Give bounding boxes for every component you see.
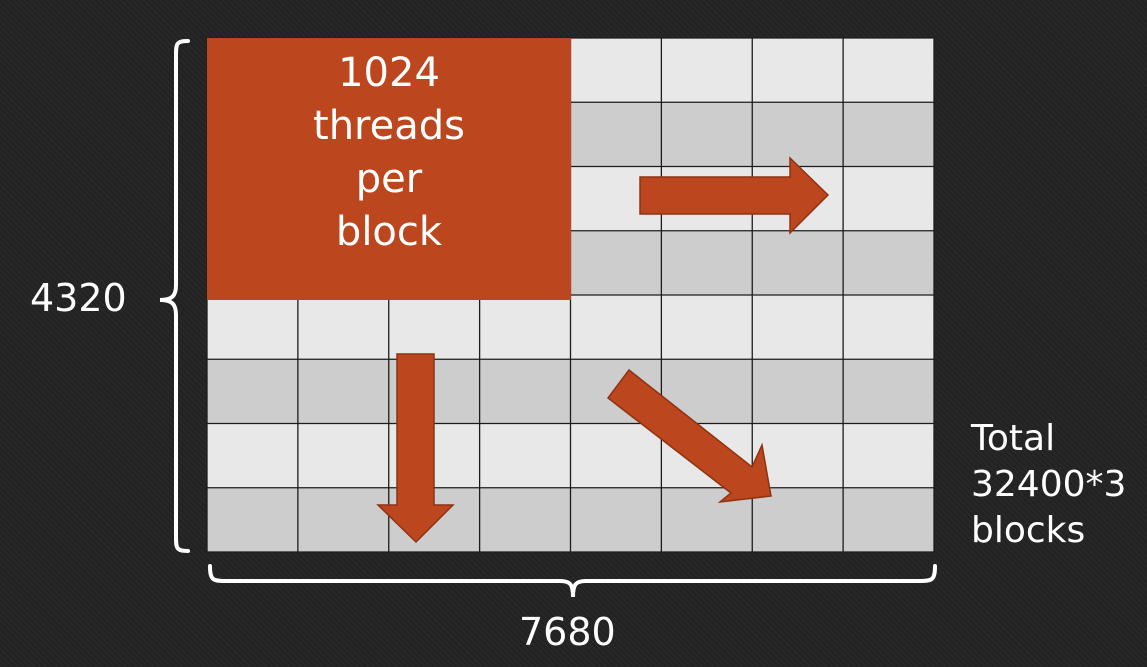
block-label-line-1: 1024 xyxy=(338,50,440,96)
grid-cell xyxy=(570,38,662,103)
grid-cell xyxy=(752,102,844,167)
grid-cell xyxy=(843,359,934,424)
total-label-line-3: blocks xyxy=(971,510,1086,551)
total-label-line-1: Total xyxy=(971,418,1056,459)
grid-cell xyxy=(570,230,662,295)
arrow-diagonal-icon xyxy=(606,368,772,504)
grid-cell xyxy=(661,295,753,360)
left-brace-icon xyxy=(159,39,190,553)
grid-cell xyxy=(661,102,753,167)
total-blocks-label: Total 32400*3 blocks xyxy=(971,416,1126,554)
grid-cell xyxy=(570,102,662,167)
grid-cell xyxy=(843,423,934,488)
block-label: 1024 threads per block xyxy=(207,47,571,259)
block-label-line-2: threads xyxy=(313,103,465,149)
grid-cell xyxy=(843,166,934,231)
grid-cell xyxy=(661,230,753,295)
arrow-right-icon xyxy=(639,156,830,235)
grid-cell xyxy=(752,38,844,103)
grid-cell xyxy=(843,487,934,552)
arrow-down-icon xyxy=(376,353,455,544)
grid-cell xyxy=(297,487,389,552)
grid-cell xyxy=(752,295,844,360)
grid-cell xyxy=(479,423,571,488)
grid-cell xyxy=(207,359,298,424)
grid-cell xyxy=(479,295,571,360)
grid-cell xyxy=(207,295,298,360)
grid-cell xyxy=(843,295,934,360)
grid-cell xyxy=(479,487,571,552)
grid-cell xyxy=(570,487,662,552)
grid-cell xyxy=(843,230,934,295)
grid-cell xyxy=(297,295,389,360)
highlighted-block xyxy=(207,38,571,300)
grid-cell xyxy=(570,423,662,488)
grid-cell xyxy=(752,487,844,552)
grid-cell xyxy=(207,487,298,552)
width-label: 7680 xyxy=(519,610,616,654)
total-label-line-2: 32400*3 xyxy=(971,464,1127,505)
grid-cell xyxy=(661,38,753,103)
grid-cell xyxy=(752,230,844,295)
grid-cell xyxy=(479,359,571,424)
block-label-line-3: per xyxy=(355,156,423,202)
grid-cell xyxy=(843,38,934,103)
grid-cell xyxy=(297,423,389,488)
grid-cell xyxy=(207,423,298,488)
grid-cell xyxy=(297,359,389,424)
block-label-line-4: block xyxy=(335,209,443,255)
bottom-brace-icon xyxy=(208,564,937,598)
grid-cell xyxy=(388,295,480,360)
grid-cell xyxy=(843,102,934,167)
grid-cell xyxy=(752,359,844,424)
grid-cell xyxy=(570,295,662,360)
height-label: 4320 xyxy=(30,276,127,320)
